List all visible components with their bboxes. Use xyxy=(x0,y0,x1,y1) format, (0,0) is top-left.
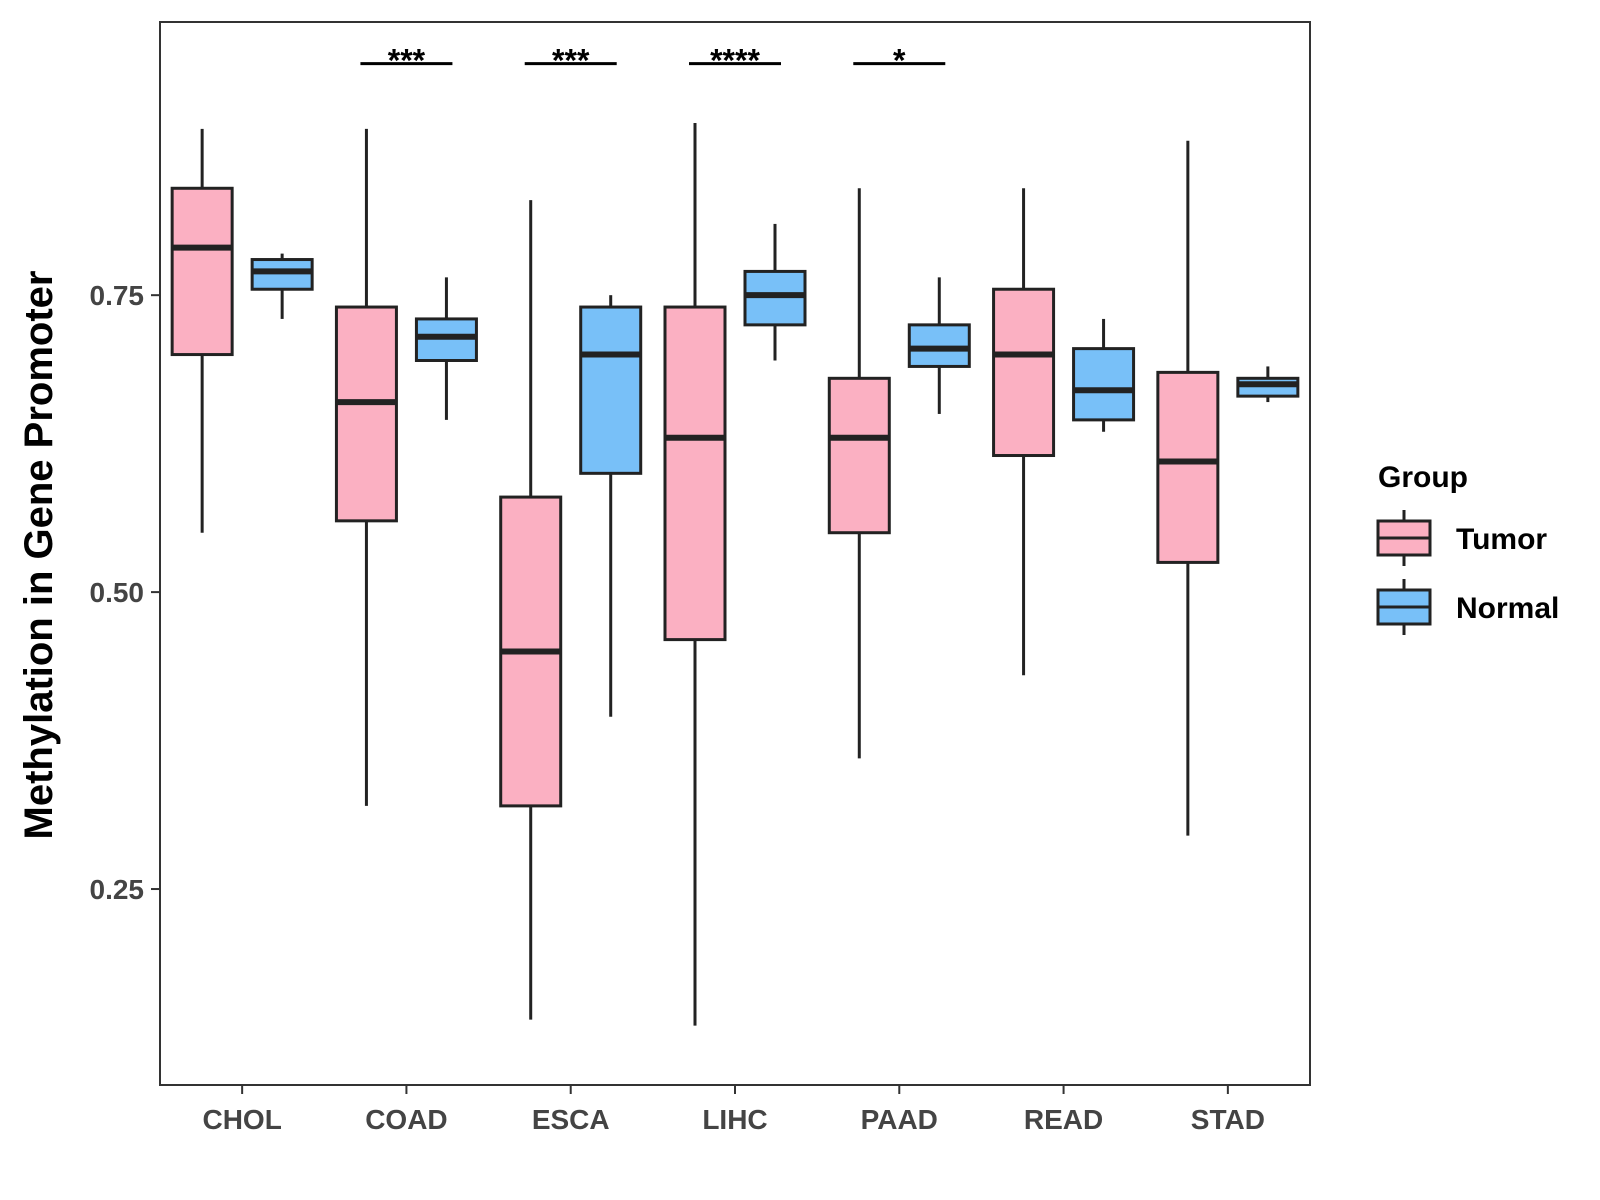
significance-label: **** xyxy=(710,43,760,79)
box-tumor-coad xyxy=(334,128,398,806)
box-tumor-esca xyxy=(499,200,563,1020)
plot-panel xyxy=(159,21,1311,1086)
y-tick-label: 0.75 xyxy=(90,280,145,311)
box-tumor-chol xyxy=(170,128,234,533)
x-tick-label: ESCA xyxy=(532,1104,610,1135)
box-body xyxy=(663,305,727,642)
box-normal-chol xyxy=(250,253,314,319)
box-body xyxy=(992,287,1056,458)
legend-label-tumor: Tumor xyxy=(1456,523,1547,556)
box-normal-lihc xyxy=(743,223,807,361)
box-normal-stad xyxy=(1236,366,1300,403)
box-body xyxy=(334,305,398,523)
y-tick-label: 0.25 xyxy=(90,874,145,905)
legend-key-normal xyxy=(1376,579,1432,635)
y-tick-label: 0.50 xyxy=(90,577,145,608)
x-axis: CHOL COAD ESCA LIHC PAAD READ STAD xyxy=(202,1085,1265,1135)
box-normal-esca xyxy=(579,295,643,717)
significance-annotations: *** *** **** * xyxy=(360,43,946,79)
significance-label: * xyxy=(893,43,906,79)
box-tumor-lihc xyxy=(663,122,727,1026)
box-normal-read xyxy=(1072,318,1136,432)
box-body xyxy=(579,305,643,475)
legend-title: Group xyxy=(1378,461,1468,494)
x-tick-label: COAD xyxy=(365,1104,447,1135)
box-tumor-read xyxy=(992,188,1056,676)
box-tumor-paad xyxy=(827,188,891,759)
x-tick-label: PAAD xyxy=(861,1104,938,1135)
y-axis: 0.25 0.50 0.75 xyxy=(90,280,160,905)
box-body xyxy=(1072,347,1136,422)
x-tick-label: LIHC xyxy=(702,1104,767,1135)
significance-label: *** xyxy=(552,43,590,79)
box-body xyxy=(827,376,891,535)
box-tumor-stad xyxy=(1156,140,1220,836)
box-body xyxy=(170,186,234,357)
y-axis-title: Methylation in Gene Promoter xyxy=(17,271,61,840)
boxes xyxy=(170,122,1300,1026)
significance-label: *** xyxy=(388,43,426,79)
box-normal-coad xyxy=(414,277,478,420)
x-tick-label: CHOL xyxy=(202,1104,281,1135)
x-tick-label: STAD xyxy=(1191,1104,1265,1135)
legend: Group Tumor Normal xyxy=(1376,461,1559,635)
x-tick-label: READ xyxy=(1024,1104,1103,1135)
box-body xyxy=(1156,370,1220,564)
legend-label-normal: Normal xyxy=(1456,592,1559,625)
legend-key-tumor xyxy=(1376,510,1432,566)
box-normal-paad xyxy=(907,277,971,414)
